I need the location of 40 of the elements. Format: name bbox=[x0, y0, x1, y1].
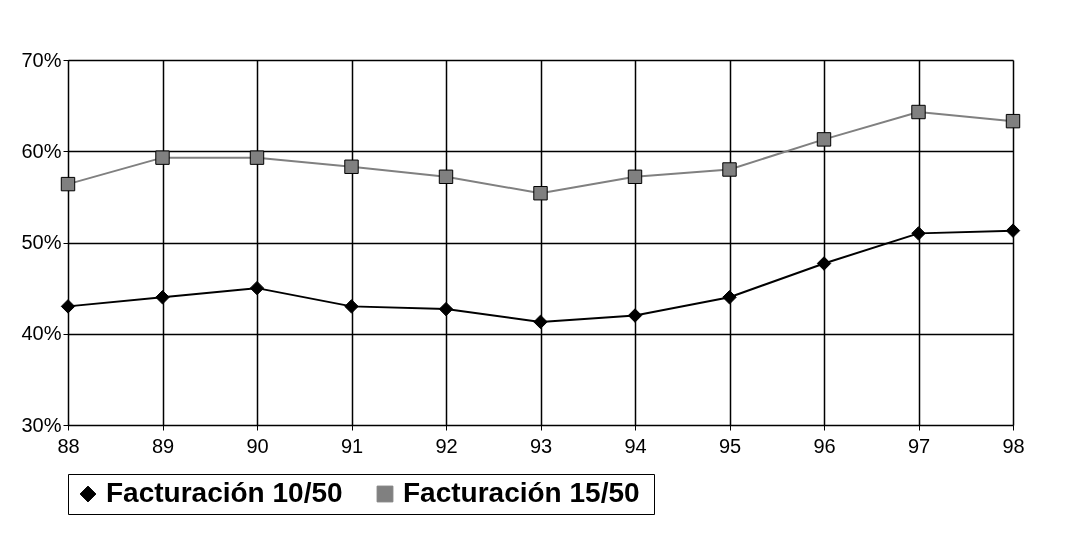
x-tick-label: 94 bbox=[624, 434, 647, 457]
x-tick-label: 89 bbox=[151, 434, 175, 457]
point bbox=[249, 280, 265, 296]
y-tick-label: 60% bbox=[21, 139, 62, 162]
y-tick-label: 70% bbox=[21, 48, 62, 71]
x-tick-label: 90 bbox=[246, 434, 269, 457]
point bbox=[344, 159, 359, 174]
point bbox=[816, 132, 832, 147]
point bbox=[627, 169, 643, 185]
x-tick-label: 97 bbox=[907, 434, 931, 457]
point bbox=[911, 104, 926, 120]
x-tick-label: 92 bbox=[435, 434, 458, 457]
x-tick-label: 95 bbox=[718, 434, 742, 457]
x-tick-label: 88 bbox=[57, 434, 80, 457]
point bbox=[533, 186, 548, 201]
x-tick-label: 98 bbox=[1002, 434, 1025, 457]
point bbox=[60, 176, 76, 192]
point bbox=[911, 226, 926, 241]
point bbox=[249, 150, 265, 165]
point bbox=[1005, 113, 1021, 129]
y-tick-label: 40% bbox=[21, 322, 62, 345]
legend-label: Facturación 10/50 bbox=[106, 477, 343, 508]
point bbox=[627, 308, 643, 323]
legend-label: Facturación 15/50 bbox=[403, 477, 640, 508]
y-tick-label: 50% bbox=[21, 231, 62, 253]
y-tick-label: 30% bbox=[21, 413, 62, 436]
point bbox=[60, 299, 76, 314]
x-tick-label: 96 bbox=[813, 434, 836, 457]
point bbox=[533, 314, 548, 330]
point bbox=[438, 169, 454, 185]
point bbox=[155, 150, 170, 165]
point bbox=[155, 290, 170, 305]
point bbox=[722, 162, 737, 177]
point bbox=[1005, 223, 1021, 238]
point bbox=[722, 290, 737, 305]
x-tick-label: 93 bbox=[529, 434, 553, 457]
point bbox=[344, 299, 359, 314]
point bbox=[816, 256, 832, 271]
point bbox=[438, 301, 454, 317]
x-tick-label: 91 bbox=[340, 434, 364, 457]
